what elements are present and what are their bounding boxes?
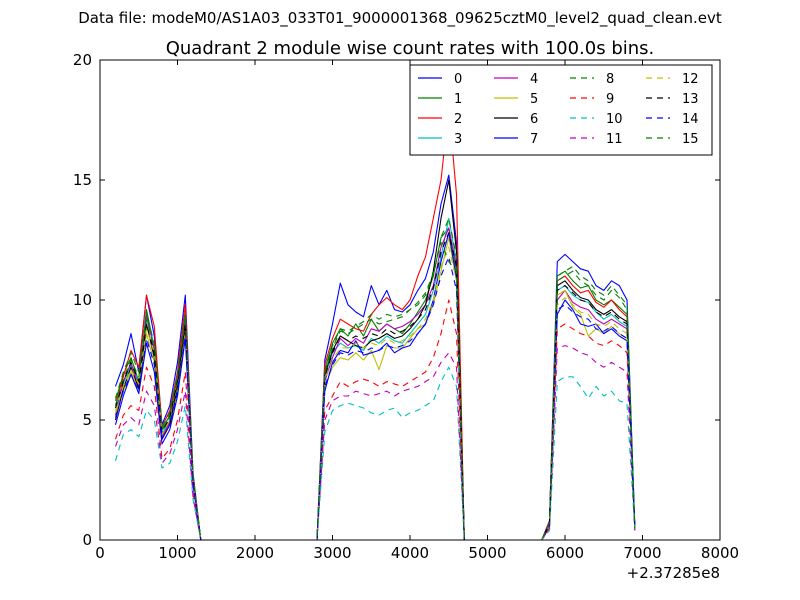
series-layer — [114, 107, 636, 540]
legend-label-0: 0 — [454, 72, 462, 87]
series-line-13 — [114, 232, 636, 540]
x-tick-label: 5000 — [468, 544, 506, 562]
legend-label-7: 7 — [530, 132, 538, 147]
legend-label-12: 12 — [682, 72, 699, 87]
x-tick-label: 1000 — [158, 544, 196, 562]
x-tick-label: 8000 — [701, 544, 739, 562]
x-tick-label: 3000 — [313, 544, 351, 562]
legend-label-10: 10 — [606, 112, 623, 127]
legend-box — [409, 64, 713, 156]
legend-label-2: 2 — [454, 112, 462, 127]
chart-subtitle: Data file: modeM0/AS1A03_033T01_90000013… — [78, 9, 722, 28]
x-offset-label: +2.37285e8 — [627, 564, 720, 582]
y-tick-label: 5 — [82, 411, 92, 429]
legend-label-6: 6 — [530, 112, 538, 127]
series-line-2 — [114, 107, 636, 540]
legend-label-11: 11 — [606, 132, 623, 147]
legend-label-1: 1 — [454, 92, 462, 107]
y-tick-label: 0 — [82, 531, 92, 549]
legend-label-15: 15 — [682, 132, 699, 147]
series-line-9 — [114, 299, 636, 540]
y-tick-label: 20 — [73, 51, 92, 69]
series-line-15 — [114, 241, 636, 540]
legend-label-5: 5 — [530, 92, 538, 107]
series-line-10 — [114, 366, 636, 540]
series-line-12 — [114, 246, 636, 540]
x-tick-label: 7000 — [623, 544, 661, 562]
series-line-11 — [114, 345, 636, 540]
legend-label-8: 8 — [606, 72, 614, 87]
x-tick-label: 0 — [95, 544, 105, 562]
legend-label-14: 14 — [682, 112, 699, 127]
plot-frame — [99, 59, 721, 541]
x-tick-label: 2000 — [236, 544, 274, 562]
legend-label-3: 3 — [454, 132, 462, 147]
legend-label-4: 4 — [530, 72, 538, 87]
chart-title: Quadrant 2 module wise count rates with … — [166, 38, 655, 59]
legend-label-13: 13 — [682, 92, 699, 107]
y-tick-label: 15 — [73, 171, 92, 189]
y-tick-label: 10 — [73, 291, 92, 309]
legend-label-9: 9 — [606, 92, 614, 107]
x-tick-label: 6000 — [546, 544, 584, 562]
ticks-layer: 0 1000 2000 3000 4000 5000 6000 7000 80000510152… — [73, 51, 739, 562]
x-tick-label: 4000 — [391, 544, 429, 562]
